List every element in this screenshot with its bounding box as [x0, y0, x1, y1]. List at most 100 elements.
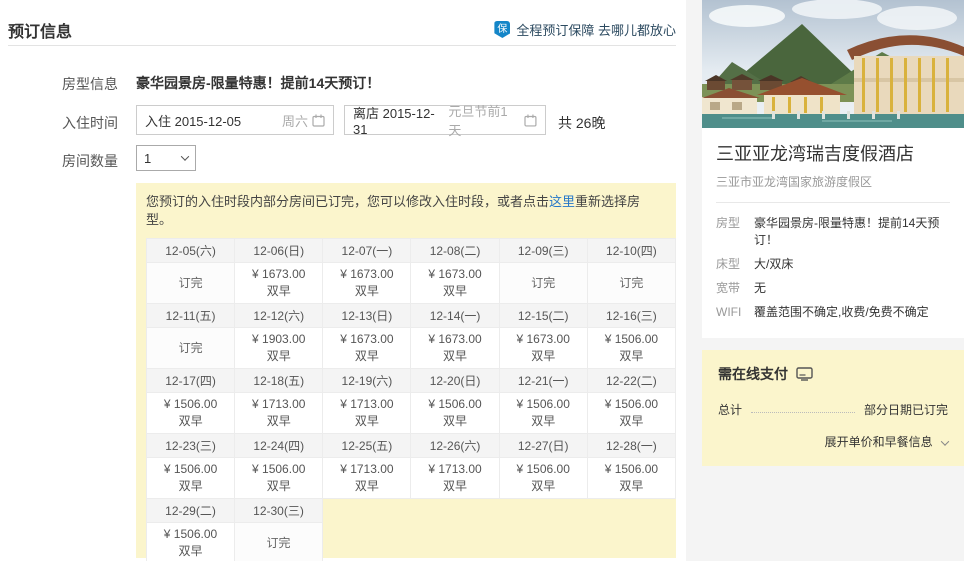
calendar-date-cell: 12-16(三)	[586, 303, 677, 328]
checkin-note: 周六	[281, 113, 308, 129]
detail-label: WIFI	[716, 305, 742, 319]
calendar-row-group: 12-05(六) 12-06(日) 12-07(一) 12-08(二) 12-09(三)…	[145, 238, 677, 304]
detail-value: 豪华园景房-限量特惠！提前14天预订！	[754, 216, 940, 247]
calendar-date-cell: 12-05(六)	[145, 238, 236, 263]
calendar-price-cell: ¥ 1673.00 双早	[234, 262, 324, 304]
header-divider	[8, 45, 676, 46]
notice-text-before: 您预订的入住时段内部分房间已订完，您可以修改入住时段，或者点击	[146, 194, 550, 209]
dotted-leader	[751, 412, 855, 413]
calendar-date-cell: 12-19(六)	[322, 368, 412, 393]
calendar-row-group: 12-23(三) 12-24(四) 12-25(五) 12-26(六) 12-27(日)…	[145, 433, 677, 499]
card-divider	[716, 202, 950, 203]
calendar-icon[interactable]	[312, 114, 325, 127]
payment-title-row: 需在线支付	[718, 364, 948, 384]
calendar-date-cell: 12-30(三)	[234, 498, 323, 523]
calendar-price-cell: ¥ 1673.00 双早	[322, 327, 412, 369]
stay-label: 入住时间	[62, 115, 118, 131]
hotel-name: 三亚亚龙湾瑞吉度假酒店	[716, 144, 914, 164]
calendar-price-cell: ¥ 1903.00 双早	[234, 327, 324, 369]
expand-label: 展开单价和早餐信息	[824, 435, 933, 449]
bank-card-icon	[796, 367, 813, 381]
availability-notice-box: 您预订的入住时段内部分房间已订完，您可以修改入住时段，或者点击这里重新选择房型。…	[136, 183, 677, 561]
nights-count: 共 26晚	[558, 115, 606, 131]
detail-label: 宽带	[716, 281, 741, 295]
detail-value: 覆盖范围不确定,收费/免费不确定	[754, 305, 929, 319]
guarantee-shield-icon: 保	[494, 21, 511, 38]
calendar-date-cell: 12-17(四)	[145, 368, 236, 393]
calendar-price-cell: ¥ 1673.00 双早	[322, 262, 412, 304]
detail-value: 无	[754, 281, 767, 295]
calendar-soldout-cell: 订完	[498, 262, 588, 304]
detail-value: 大/双床	[754, 257, 794, 271]
calendar-price-cell: ¥ 1673.00 双早	[410, 327, 500, 369]
calendar-date-cell: 12-11(五)	[145, 303, 236, 328]
calendar-date-cell: 12-27(日)	[498, 433, 588, 458]
calendar-price-cell: ¥ 1506.00 双早	[146, 522, 235, 561]
rooms-label: 房间数量	[62, 153, 118, 169]
calendar-price-cell: ¥ 1506.00 双早	[498, 392, 588, 434]
calendar-date-cell: 12-28(一)	[586, 433, 677, 458]
hotel-info-card: 三亚亚龙湾瑞吉度假酒店 三亚市亚龙湾国家旅游度假区 房型 豪华园景房-限量特惠！提…	[702, 128, 964, 338]
checkin-input[interactable]: 入住 2015-12-05 周六	[136, 105, 334, 135]
hotel-summary-panel: 三亚亚龙湾瑞吉度假酒店 三亚市亚龙湾国家旅游度假区 房型 豪华园景房-限量特惠！提…	[686, 0, 964, 561]
calendar-soldout-cell: 订完	[586, 262, 677, 304]
reselect-room-link[interactable]: 这里	[549, 194, 576, 209]
calendar-date-cell: 12-23(三)	[145, 433, 236, 458]
checkin-value: 入住 2015-12-05	[145, 113, 242, 129]
chevron-down-icon	[940, 437, 950, 446]
hotel-detail-row: 宽带无	[716, 280, 950, 297]
calendar-date-cell: 12-20(日)	[410, 368, 500, 393]
calendar-date-cell: 12-14(一)	[410, 303, 500, 328]
guarantee-text: 全程预订保障 去哪儿都放心	[516, 23, 676, 38]
availability-notice: 您预订的入住时段内部分房间已订完，您可以修改入住时段，或者点击这里重新选择房型。	[146, 193, 666, 229]
calendar-row-group: 12-11(五) 12-12(六) 12-13(日) 12-14(一) 12-15(二)…	[145, 303, 677, 369]
detail-label: 房型	[716, 216, 741, 230]
notice-text-after: 重新选择房型。	[146, 194, 641, 227]
chevron-down-icon	[180, 152, 190, 161]
calendar-soldout-cell: 订完	[234, 522, 323, 561]
calendar-date-cell: 12-24(四)	[234, 433, 324, 458]
payment-card: 需在线支付 总计 部分日期已订完 展开单价和早餐信息	[702, 350, 964, 466]
calendar-date-cell: 12-07(一)	[322, 238, 412, 263]
checkout-input[interactable]: 离店 2015-12-31 元旦节前1天	[344, 104, 546, 138]
calendar-price-cell: ¥ 1506.00 双早	[234, 457, 324, 499]
calendar-date-cell: 12-12(六)	[234, 303, 324, 328]
payment-title: 需在线支付	[718, 366, 788, 382]
calendar-price-cell: ¥ 1713.00 双早	[322, 457, 412, 499]
rooms-select[interactable]: 1	[136, 145, 196, 171]
calendar-date-cell: 12-21(一)	[498, 368, 588, 393]
calendar-date-cell: 12-08(二)	[410, 238, 500, 263]
calendar-soldout-cell: 订完	[145, 327, 236, 369]
calendar-date-cell: 12-06(日)	[234, 238, 324, 263]
calendar-price-cell: ¥ 1673.00 双早	[410, 262, 500, 304]
calendar-price-cell: ¥ 1713.00 双早	[322, 392, 412, 434]
guarantee-link[interactable]: 保 全程预订保障 去哪儿都放心	[494, 20, 676, 39]
calendar-date-cell: 12-18(五)	[234, 368, 324, 393]
calendar-date-cell: 12-13(日)	[322, 303, 412, 328]
checkout-value: 离店 2015-12-31	[353, 106, 435, 137]
calendar-price-cell: ¥ 1506.00 双早	[586, 457, 677, 499]
calendar-price-cell: ¥ 1713.00 双早	[234, 392, 324, 434]
rooms-select-value: 1	[144, 150, 152, 166]
hotel-detail-row: 床型 大/双床	[716, 256, 950, 273]
calendar-price-cell: ¥ 1506.00 双早	[410, 392, 500, 434]
price-calendar: 12-05(六) 12-06(日) 12-07(一) 12-08(二) 12-09(三)…	[145, 238, 677, 561]
total-row: 总计 部分日期已订完	[718, 401, 948, 418]
hotel-detail-row: WIFI 覆盖范围不确定,收费/免费不确定	[716, 304, 950, 321]
calendar-price-cell: ¥ 1506.00 双早	[145, 392, 236, 434]
hotel-detail-row: 房型 豪华园景房-限量特惠！提前14天预订！	[716, 215, 950, 249]
hotel-photo	[702, 0, 964, 128]
calendar-date-cell: 12-25(五)	[322, 433, 412, 458]
expand-price-breakfast-link[interactable]: 展开单价和早餐信息	[718, 433, 950, 450]
checkout-note: 元旦节前1天	[448, 104, 508, 138]
calendar-price-cell: ¥ 1506.00 双早	[586, 392, 677, 434]
detail-label: 床型	[716, 257, 741, 271]
hotel-address: 三亚市亚龙湾国家旅游度假区	[716, 175, 873, 189]
booking-form-panel: 预订信息 保 全程预订保障 去哪儿都放心 房型信息 豪华园景房-限量特惠！提前1…	[8, 20, 677, 561]
calendar-price-cell: ¥ 1713.00 双早	[410, 457, 500, 499]
calendar-icon[interactable]	[524, 114, 537, 127]
calendar-date-cell: 12-09(三)	[498, 238, 588, 263]
calendar-date-cell: 12-22(二)	[586, 368, 677, 393]
calendar-price-cell: ¥ 1673.00 双早	[498, 327, 588, 369]
total-status: 部分日期已订完	[863, 403, 948, 417]
